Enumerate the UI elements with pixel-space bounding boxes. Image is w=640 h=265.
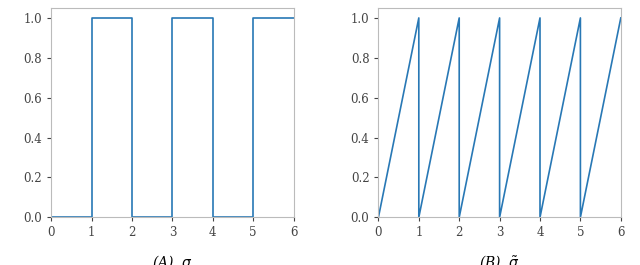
X-axis label: (A)  $\sigma$: (A) $\sigma$ — [152, 253, 193, 265]
X-axis label: (B)  $\tilde{\sigma}$: (B) $\tilde{\sigma}$ — [479, 253, 520, 265]
